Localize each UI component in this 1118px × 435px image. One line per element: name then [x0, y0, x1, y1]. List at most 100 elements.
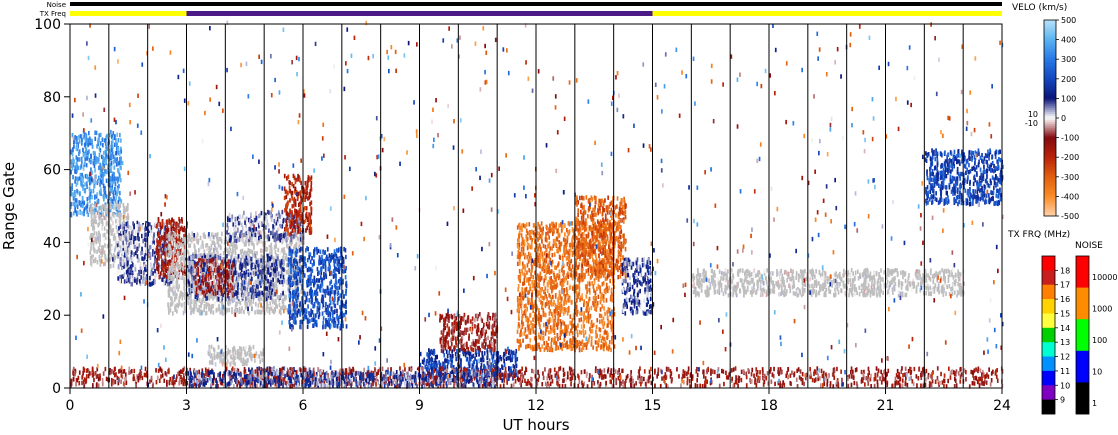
echo-cell [205, 310, 208, 316]
echo-cell [109, 264, 112, 269]
echo-cell [99, 166, 102, 172]
echo-cell [211, 271, 213, 277]
echo-cell [225, 278, 228, 283]
echo-cell [289, 298, 291, 303]
echo-cell [225, 273, 228, 278]
echo-cell [175, 225, 178, 230]
echo-cell [294, 208, 296, 213]
echo-cell [290, 269, 292, 274]
echo-cell [193, 276, 195, 281]
echo-cell [282, 282, 284, 287]
echo-cell [309, 177, 312, 182]
echo-cell [199, 260, 201, 265]
echo-cell [186, 287, 189, 293]
echo-cell [300, 200, 302, 205]
echo-cell [341, 302, 344, 308]
echo-cell [229, 300, 232, 305]
echo-cell [150, 240, 152, 246]
echo-cell [214, 301, 216, 306]
echo-cell [301, 225, 303, 230]
echo-cell [284, 305, 287, 311]
echo-cell [211, 356, 214, 361]
echo-cell [261, 357, 264, 363]
echo-cell [113, 165, 116, 170]
echo-cell [120, 165, 122, 171]
echo-cell [135, 250, 137, 256]
echo-cell [102, 194, 105, 199]
echo-cell [123, 224, 125, 229]
echo-cell [122, 230, 125, 236]
echo-cell [210, 293, 213, 299]
echo-cell [321, 369, 324, 374]
echo-cell [74, 179, 76, 184]
echo-cell [255, 220, 258, 225]
echo-cell [243, 309, 245, 315]
echo-cell [295, 256, 297, 261]
echo-cell [143, 255, 146, 260]
echo-cell [176, 309, 178, 314]
echo-cell [160, 271, 162, 276]
echo-cell [195, 271, 198, 276]
echo-cell [253, 227, 256, 233]
echo-cell [250, 298, 252, 303]
echo-cell [188, 267, 191, 272]
echo-cell [274, 266, 277, 271]
echo-cell [171, 287, 174, 292]
echo-cell [103, 250, 106, 255]
echo-cell [236, 301, 238, 306]
echo-cell [90, 208, 93, 213]
echo-cell [156, 266, 158, 271]
echo-cell [172, 311, 174, 316]
echo-cell [170, 226, 173, 231]
echo-cell [315, 288, 318, 293]
echo-cell [292, 215, 295, 220]
echo-cell [149, 245, 151, 250]
echo-cell [170, 253, 172, 258]
echo-cell [343, 247, 345, 252]
echo-cell [119, 132, 121, 138]
echo-cell [151, 252, 154, 257]
echo-cell [158, 232, 160, 237]
echo-cell [225, 269, 228, 275]
echo-cell [270, 242, 273, 248]
echo-cell [288, 265, 290, 270]
echo-cell [231, 307, 233, 312]
echo-cell [140, 275, 142, 280]
echo-cell [92, 244, 95, 249]
echo-cell [220, 291, 223, 296]
echo-cell [284, 296, 286, 302]
echo-cell [107, 142, 109, 147]
echo-cell [295, 304, 297, 309]
echo-cell [311, 289, 313, 294]
echo-cell [219, 274, 221, 279]
echo-cell [170, 275, 173, 281]
echo-cell [130, 250, 133, 255]
echo-cell [190, 299, 193, 305]
echo-cell [232, 288, 235, 293]
echo-cell [284, 256, 287, 261]
echo-cell [293, 257, 296, 263]
echo-cell [307, 222, 310, 228]
echo-cell [248, 231, 251, 237]
echo-cell [211, 360, 214, 365]
echo-cell [241, 264, 244, 269]
echo-cell [203, 290, 205, 295]
echo-cell [75, 161, 78, 167]
echo-cell [262, 229, 265, 234]
echo-cell [128, 268, 131, 273]
echo-cell [123, 272, 125, 277]
echo-cell [210, 281, 213, 286]
echo-cell [192, 255, 195, 260]
echo-cell [250, 294, 253, 300]
echo-cell [124, 229, 127, 234]
echo-cell [234, 262, 236, 267]
echo-cell [296, 223, 298, 228]
echo-cell [76, 188, 78, 194]
echo-cell [193, 267, 196, 273]
echo-cell [175, 304, 177, 309]
echo-cell [205, 279, 207, 285]
echo-cell [184, 288, 186, 293]
echo-cell [297, 292, 300, 298]
echo-cell [278, 297, 280, 302]
echo-cell [112, 199, 114, 205]
